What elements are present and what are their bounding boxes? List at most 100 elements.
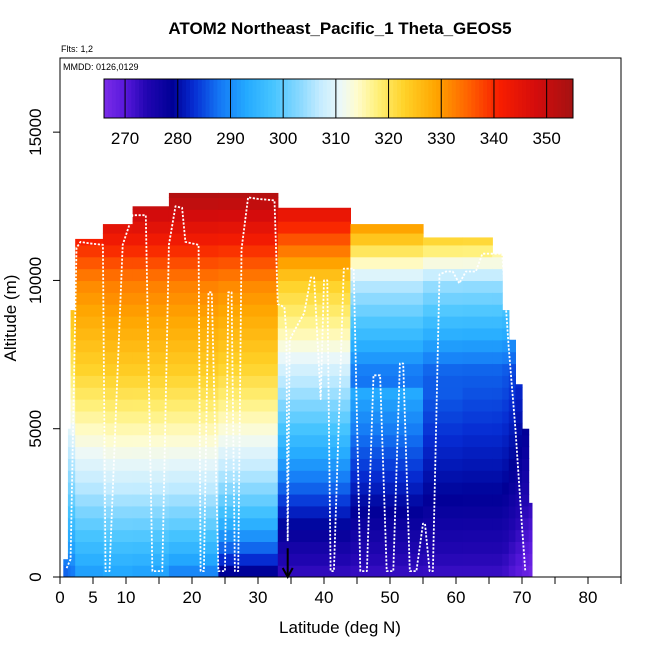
- heatmap-cell: [492, 470, 503, 483]
- heatmap-cell: [502, 446, 510, 459]
- colorbar-segment: [275, 79, 281, 118]
- heatmap-cell: [492, 327, 503, 341]
- heatmap-cell: [462, 316, 493, 329]
- colorbar-segment: [393, 79, 398, 118]
- heatmap-cell: [75, 351, 104, 365]
- heatmap-cell: [515, 482, 523, 495]
- heatmap-cell: [70, 339, 76, 353]
- heatmap-cell: [502, 339, 510, 353]
- heatmap-cell: [75, 517, 104, 531]
- heatmap-cell: [423, 565, 464, 577]
- heatmap-cell: [277, 375, 351, 388]
- heatmap-cell: [423, 304, 464, 317]
- heatmap-cell: [423, 280, 464, 293]
- colorbar-segment: [279, 79, 285, 118]
- heatmap-cell: [67, 529, 72, 543]
- heatmap-cell: [423, 237, 464, 246]
- heatmap-cell: [67, 493, 72, 507]
- x-axis: 0 5 10 20 30 40 50 60 70 80: [55, 577, 622, 607]
- heatmap-cell: [423, 339, 464, 353]
- heatmap-cell: [423, 399, 464, 412]
- heatmap-cell: [277, 399, 351, 412]
- heatmap-cell: [168, 232, 219, 246]
- x-axis-tick-label: 5: [88, 588, 97, 607]
- colorbar-segment: [154, 79, 160, 118]
- heatmap-cell: [492, 482, 503, 495]
- colorbar-segment: [182, 79, 187, 118]
- heatmap-cell: [75, 268, 104, 282]
- heatmap-cell: [515, 434, 523, 448]
- heatmap-cell: [168, 316, 219, 329]
- heatmap-cell: [218, 446, 279, 459]
- heatmap-cell: [168, 565, 219, 577]
- heatmap-cell: [462, 446, 493, 459]
- heatmap-cell: [132, 399, 170, 412]
- colorbar-segment: [135, 79, 140, 118]
- heatmap-cell: [492, 410, 503, 424]
- colorbar-segment: [389, 79, 394, 118]
- heatmap-cell: [350, 482, 424, 495]
- heatmap-cell: [522, 493, 530, 507]
- heatmap-cell: [218, 327, 279, 341]
- colorbar-segment: [369, 79, 375, 118]
- colorbar-tick-label: 320: [374, 129, 402, 148]
- heatmap-cell: [218, 232, 279, 246]
- heatmap-cell: [277, 470, 351, 483]
- heatmap-cell: [508, 410, 516, 424]
- x-axis-tick-label: 80: [579, 588, 598, 607]
- heatmap-cell: [515, 422, 523, 436]
- date-annotation: MMDD: 0126,0129: [63, 62, 139, 72]
- heatmap-cell: [492, 304, 503, 317]
- heatmap-cell: [168, 399, 219, 412]
- heatmap-cell: [132, 565, 170, 577]
- colorbar-segment: [268, 79, 273, 118]
- colorbar-segment: [498, 79, 504, 118]
- colorbar-segment: [307, 79, 312, 118]
- colorbar-segment: [252, 79, 257, 118]
- heatmap-cell: [522, 470, 530, 483]
- heatmap-cell: [522, 565, 530, 577]
- heatmap-cell: [502, 529, 510, 543]
- x-axis-tick-label: 30: [249, 588, 268, 607]
- heatmap-cell: [508, 339, 516, 353]
- heatmap-cell: [277, 493, 351, 507]
- heatmap-cell: [502, 422, 510, 436]
- heatmap-cell: [462, 304, 493, 317]
- heatmap-cell: [168, 363, 219, 376]
- heatmap-cell: [70, 505, 76, 519]
- heatmap-cell: [102, 493, 134, 507]
- heatmap-cell: [132, 422, 170, 436]
- heatmap-cell: [70, 310, 76, 317]
- colorbar-segment: [373, 79, 379, 118]
- heatmap-cell: [502, 493, 510, 507]
- heatmap-cell: [132, 206, 170, 210]
- heatmap-cell: [492, 292, 503, 305]
- heatmap-cell: [277, 327, 351, 341]
- heatmap-cell: [218, 505, 279, 519]
- heatmap-cell: [218, 351, 279, 365]
- heatmap-cell: [277, 434, 351, 448]
- heatmap-cell: [350, 505, 424, 519]
- heatmap-cell: [102, 434, 134, 448]
- heatmap-cell: [515, 458, 523, 471]
- colorbar-tick-label: 330: [427, 129, 455, 148]
- heatmap-cell: [168, 292, 219, 305]
- colorbar-segment: [326, 79, 332, 118]
- heatmap-cell: [515, 553, 523, 566]
- colorbar-segment: [158, 79, 164, 118]
- heatmap-cell: [462, 517, 493, 531]
- heatmap-cell: [277, 339, 351, 353]
- heatmap-cell: [350, 387, 424, 400]
- heatmap-cell: [462, 422, 493, 436]
- heatmap-cell: [168, 541, 219, 554]
- colorbar-segment: [487, 79, 492, 118]
- colorbar-segment: [119, 79, 125, 118]
- heatmap-cell: [75, 434, 104, 448]
- colorbar-segment: [459, 79, 465, 118]
- colorbar-segment: [346, 79, 351, 118]
- colorbar-segment: [440, 79, 445, 118]
- colorbar-segment: [236, 79, 242, 118]
- heatmap-cell: [168, 470, 219, 483]
- heatmap-cell: [70, 363, 76, 376]
- heatmap-cell: [218, 517, 279, 531]
